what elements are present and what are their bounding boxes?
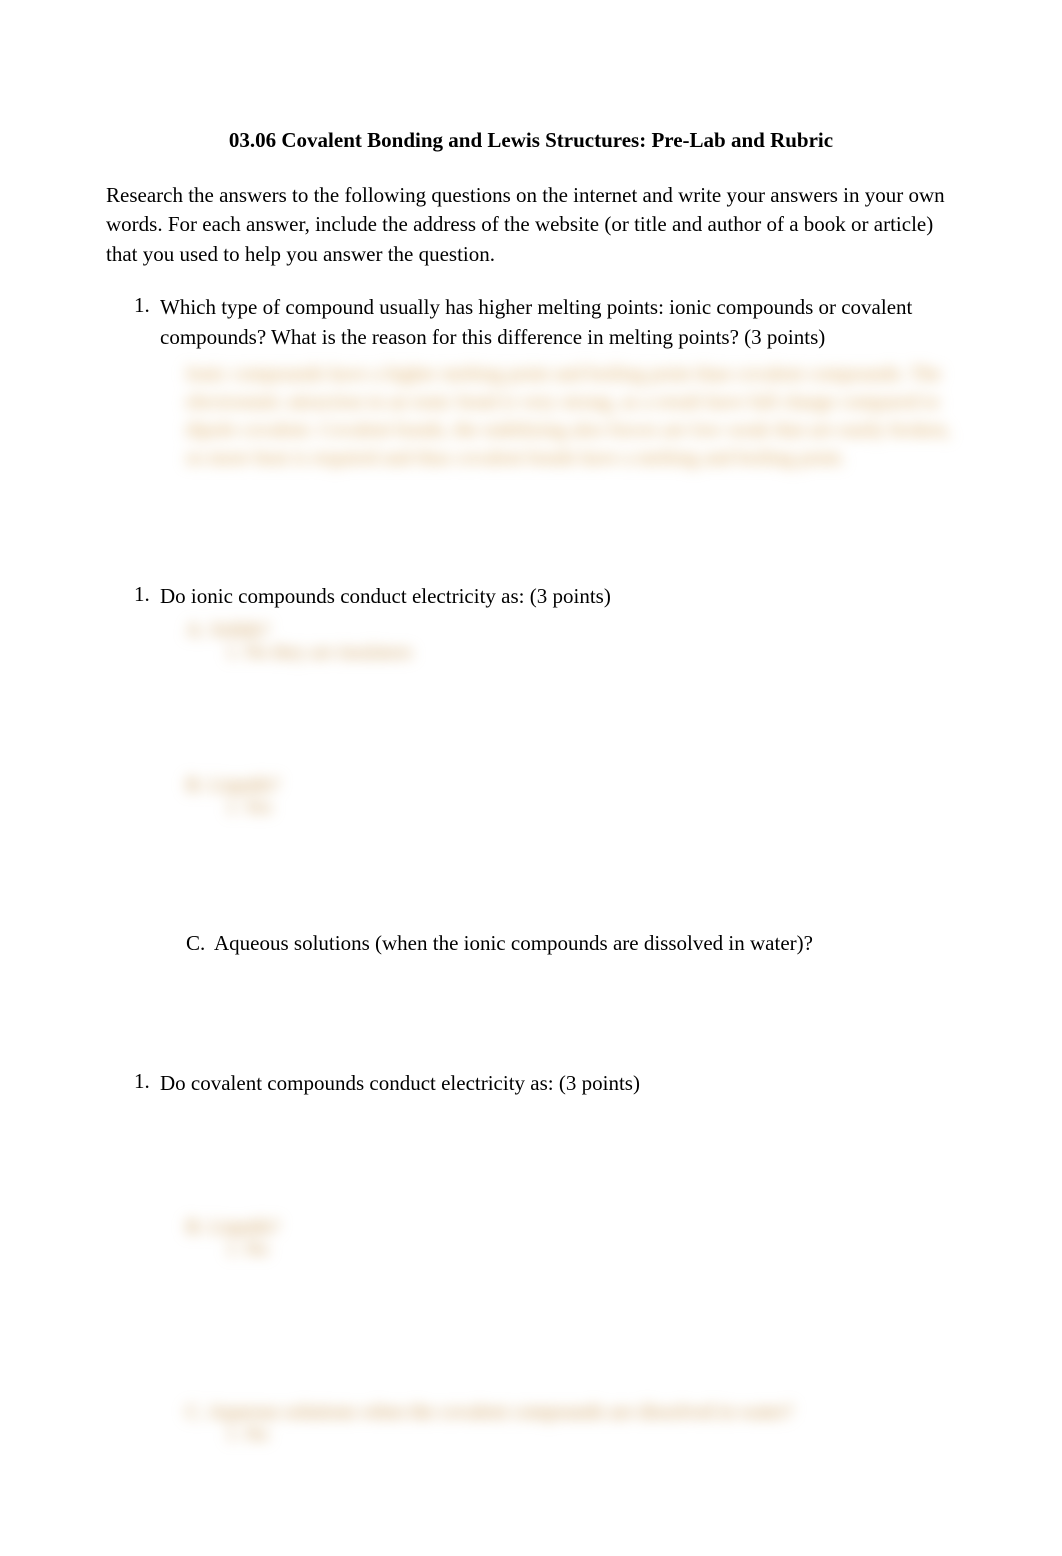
q1-answer-blurred: Ionic compounds have a higher melting po… bbox=[186, 360, 956, 472]
q3-number: 1. bbox=[134, 1069, 150, 1094]
intro-paragraph: Research the answers to the following qu… bbox=[106, 181, 956, 269]
question-2: 1. Do ionic compounds conduct electricit… bbox=[106, 582, 956, 611]
q3-subC-label: C. Aqueous solutions when the covalent c… bbox=[186, 1401, 956, 1424]
q3-subB-answer: 1. No bbox=[226, 1239, 956, 1261]
q2-subA-answer: 1. No they are insulators bbox=[226, 642, 956, 664]
q3-text: Do covalent compounds conduct electricit… bbox=[160, 1069, 956, 1098]
q3-subC-blurred: C. Aqueous solutions when the covalent c… bbox=[186, 1401, 956, 1446]
q2-subA-blurred: A. Solids? 1. No they are insulators bbox=[186, 619, 956, 664]
q2-number: 1. bbox=[134, 582, 150, 607]
q3-subB-label: B. Liquids? bbox=[186, 1216, 956, 1239]
question-3: 1. Do covalent compounds conduct electri… bbox=[106, 1069, 956, 1098]
q3-subC-answer: 1. No bbox=[226, 1424, 956, 1446]
q2-subC-letter: C. bbox=[186, 929, 214, 958]
page-title: 03.06 Covalent Bonding and Lewis Structu… bbox=[106, 128, 956, 153]
q3-subB-blurred: B. Liquids? 1. No bbox=[186, 1216, 956, 1261]
q1-number: 1. bbox=[134, 293, 150, 318]
q2-subC-text: Aqueous solutions (when the ionic compou… bbox=[214, 931, 813, 955]
q2-subB-blurred: B. Liquids? 1. Yes bbox=[186, 774, 956, 819]
q2-subB-label: B. Liquids? bbox=[186, 774, 956, 797]
q2-subC: C.Aqueous solutions (when the ionic comp… bbox=[186, 929, 956, 958]
q1-answer-text: Ionic compounds have a higher melting po… bbox=[186, 360, 956, 472]
question-1: 1. Which type of compound usually has hi… bbox=[106, 293, 956, 352]
q2-subA-label: A. Solids? bbox=[186, 619, 956, 642]
q1-text: Which type of compound usually has highe… bbox=[160, 293, 956, 352]
q2-text: Do ionic compounds conduct electricity a… bbox=[160, 582, 956, 611]
q2-subB-answer: 1. Yes bbox=[226, 797, 956, 819]
